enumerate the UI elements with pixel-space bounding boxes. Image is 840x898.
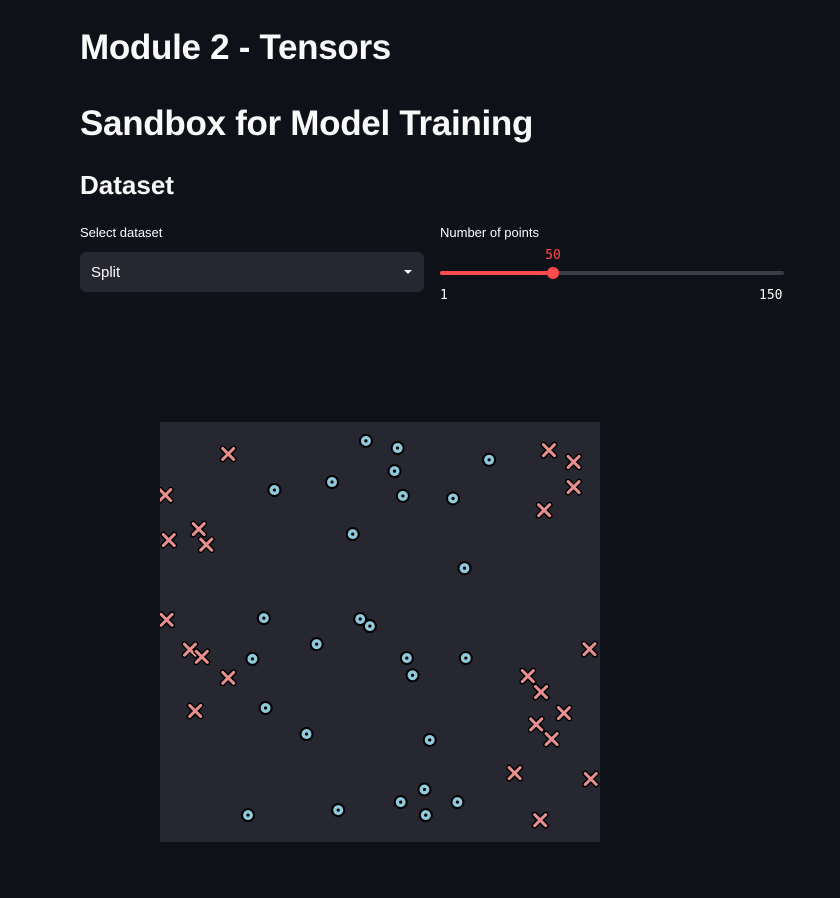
scatter-point-o xyxy=(245,651,260,666)
page-title: Sandbox for Model Training xyxy=(80,104,534,143)
scatter-point-x xyxy=(160,611,176,629)
scatter-point-o xyxy=(309,637,324,652)
scatter-point-o xyxy=(457,561,472,576)
scatter-point-x xyxy=(565,478,583,496)
scatter-point-o xyxy=(258,701,273,716)
points-slider-label: Number of points xyxy=(440,225,539,240)
scatter-point-o xyxy=(331,803,346,818)
scatter-point-o xyxy=(241,808,255,823)
chevron-down-icon xyxy=(404,270,412,274)
points-slider-max: 150 xyxy=(759,288,783,303)
points-slider-fill xyxy=(440,271,554,275)
points-slider-thumb[interactable] xyxy=(547,267,560,279)
scatter-point-o xyxy=(446,491,461,506)
dataset-scatter-plot xyxy=(160,422,600,842)
scatter-point-x xyxy=(540,441,558,459)
scatter-point-x xyxy=(527,715,545,733)
scatter-point-x xyxy=(193,648,211,666)
scatter-point-o xyxy=(390,441,405,456)
scatter-point-x xyxy=(160,486,174,504)
scatter-point-o xyxy=(450,795,465,810)
scatter-point-o xyxy=(418,808,433,823)
scatter-point-x xyxy=(519,667,537,685)
scatter-point-o xyxy=(256,611,271,626)
scatter-point-x xyxy=(190,520,208,538)
module-title: Module 2 - Tensors xyxy=(80,28,391,67)
scatter-point-o xyxy=(458,651,473,666)
scatter-svg xyxy=(160,433,600,829)
scatter-point-o xyxy=(362,619,377,634)
scatter-point-x xyxy=(582,770,600,788)
scatter-point-o xyxy=(417,782,432,797)
dataset-select-label: Select dataset xyxy=(80,225,163,240)
scatter-point-x xyxy=(555,704,573,722)
scatter-point-x xyxy=(219,445,237,463)
scatter-point-o xyxy=(393,795,408,810)
scatter-point-x xyxy=(506,764,524,782)
dataset-select-value: Split xyxy=(91,263,121,281)
scatter-point-x xyxy=(186,702,204,720)
scatter-point-o xyxy=(387,464,402,479)
scatter-point-o xyxy=(358,433,373,448)
scatter-point-x xyxy=(532,683,550,701)
points-slider-track[interactable] xyxy=(440,267,784,279)
scatter-point-x xyxy=(160,531,178,549)
points-slider-value: 50 xyxy=(545,248,561,263)
scatter-point-x xyxy=(181,641,199,659)
scatter-point-x xyxy=(565,453,583,471)
points-slider-min: 1 xyxy=(440,288,448,303)
scatter-point-o xyxy=(395,488,410,503)
scatter-point-x xyxy=(543,730,561,748)
scatter-point-x xyxy=(531,811,549,829)
scatter-point-o xyxy=(345,527,360,542)
scatter-point-x xyxy=(580,640,598,658)
scatter-point-o xyxy=(299,727,314,742)
scatter-point-o xyxy=(482,452,497,467)
scatter-point-o xyxy=(325,475,340,490)
scatter-point-x xyxy=(219,669,237,687)
scatter-point-o xyxy=(422,732,437,747)
section-title: Dataset xyxy=(80,170,174,200)
scatter-point-o xyxy=(405,668,420,683)
dataset-select[interactable]: Split xyxy=(80,252,424,292)
scatter-point-o xyxy=(353,611,368,626)
scatter-point-x xyxy=(535,501,553,519)
scatter-point-o xyxy=(399,651,414,666)
scatter-point-o xyxy=(267,483,282,498)
scatter-point-x xyxy=(197,536,215,554)
